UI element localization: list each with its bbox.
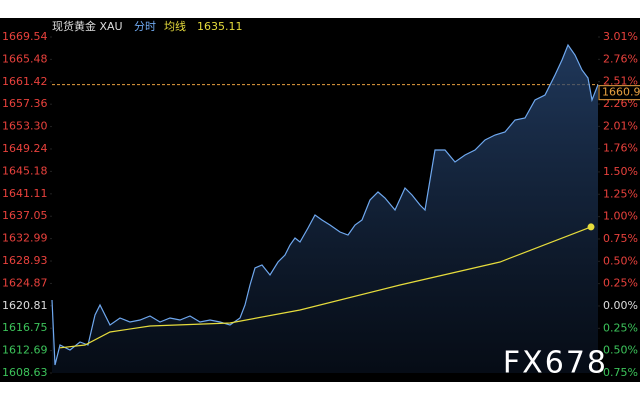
y2-tick-label: 2.01% [603, 119, 638, 132]
y2-tick-label: 0.75% [603, 232, 638, 245]
y2-tick-label: 1.00% [603, 210, 638, 223]
y-tick-label: 1620.81 [2, 299, 48, 312]
y-tick-label: 1661.42 [2, 75, 48, 88]
y2-tick-label: 1.25% [603, 187, 638, 200]
y2-tick-label: 3.01% [603, 30, 638, 43]
series-line [51, 43, 599, 366]
y2-tick-label: 0.25% [603, 277, 638, 290]
y-tick-label: 1632.99 [2, 232, 48, 245]
y2-tick-label: 1.50% [603, 165, 638, 178]
y2-tick-label: 0.00% [603, 299, 638, 312]
y-tick-label: 1616.75 [2, 321, 48, 334]
watermark: FX678 [503, 346, 608, 381]
y-tick-label: 1628.93 [2, 254, 48, 267]
last-price-label: 1660.9 [602, 86, 640, 99]
last-price-box [598, 85, 640, 101]
y-tick-label: 1649.24 [2, 142, 48, 155]
y2-tick-label: 0.50% [603, 344, 638, 357]
series-line [59, 226, 592, 349]
y2-tick-label: 2.51% [603, 75, 638, 88]
y2-tick-label: 0.25% [603, 321, 638, 334]
legend-entry: 均线 [164, 19, 186, 33]
y-tick-label: 1641.11 [2, 187, 48, 200]
price-area [52, 45, 598, 373]
y-tick-label: 1637.05 [2, 209, 48, 222]
y-tick-label: 1612.69 [2, 344, 48, 357]
y2-tick-label: 2.76% [603, 52, 638, 65]
y2-tick-label: 0.50% [603, 254, 638, 267]
y-tick-label: 1653.30 [2, 120, 48, 133]
chart-title: 现货黄金 XAU [52, 19, 123, 33]
end-dot [587, 223, 595, 231]
ma-value: 1635.11 [197, 20, 243, 33]
y2-tick-label: 1.76% [603, 142, 638, 155]
y-tick-label: 1665.48 [2, 52, 48, 65]
y2-tick-label: 0.75% [603, 366, 638, 379]
y-tick-label: 1608.63 [2, 366, 48, 379]
y-tick-label: 1669.54 [2, 30, 48, 43]
y-tick-label: 1645.18 [2, 164, 48, 177]
y-tick-label: 1657.36 [2, 97, 48, 110]
y-tick-label: 1624.87 [2, 276, 48, 289]
legend-entry: 分时 [134, 20, 156, 33]
y2-tick-label: 2.26% [603, 97, 638, 110]
